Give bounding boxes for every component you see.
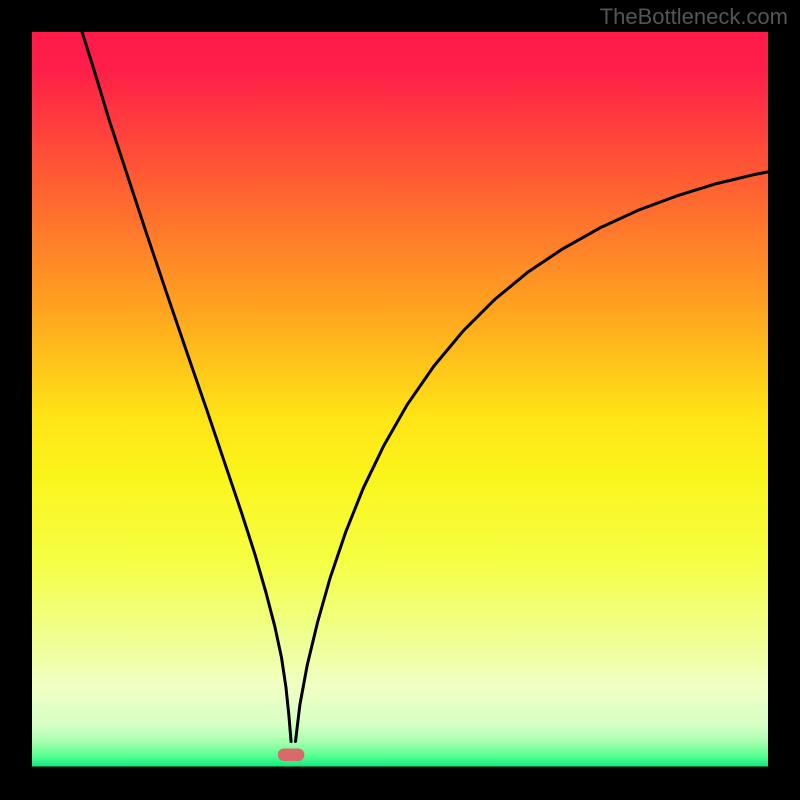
bottleneck-chart bbox=[0, 0, 800, 800]
min-marker bbox=[278, 748, 304, 761]
plot-gradient bbox=[32, 32, 768, 768]
watermark-text: TheBottleneck.com bbox=[600, 4, 788, 30]
